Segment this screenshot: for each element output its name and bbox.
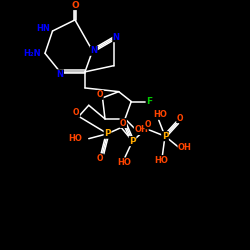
Text: OH: OH: [178, 143, 192, 152]
Text: HO: HO: [154, 156, 168, 165]
Text: F: F: [146, 97, 152, 106]
Text: N: N: [113, 33, 120, 42]
Text: H₂N: H₂N: [24, 49, 41, 58]
Text: P: P: [129, 137, 136, 146]
Text: HN: HN: [36, 24, 50, 33]
Text: HO: HO: [117, 158, 131, 167]
Text: O: O: [73, 108, 80, 117]
Text: P: P: [104, 129, 111, 138]
Text: O: O: [71, 0, 79, 10]
Text: O: O: [145, 120, 152, 129]
Text: O: O: [177, 114, 183, 122]
Text: HO: HO: [68, 134, 82, 143]
Text: N: N: [90, 46, 97, 55]
Text: N: N: [56, 70, 64, 79]
Text: HO: HO: [153, 110, 167, 119]
Text: O: O: [97, 90, 103, 99]
Text: O: O: [97, 154, 103, 163]
Text: P: P: [162, 132, 168, 141]
Text: O: O: [120, 118, 126, 128]
Text: OH: OH: [134, 126, 148, 134]
